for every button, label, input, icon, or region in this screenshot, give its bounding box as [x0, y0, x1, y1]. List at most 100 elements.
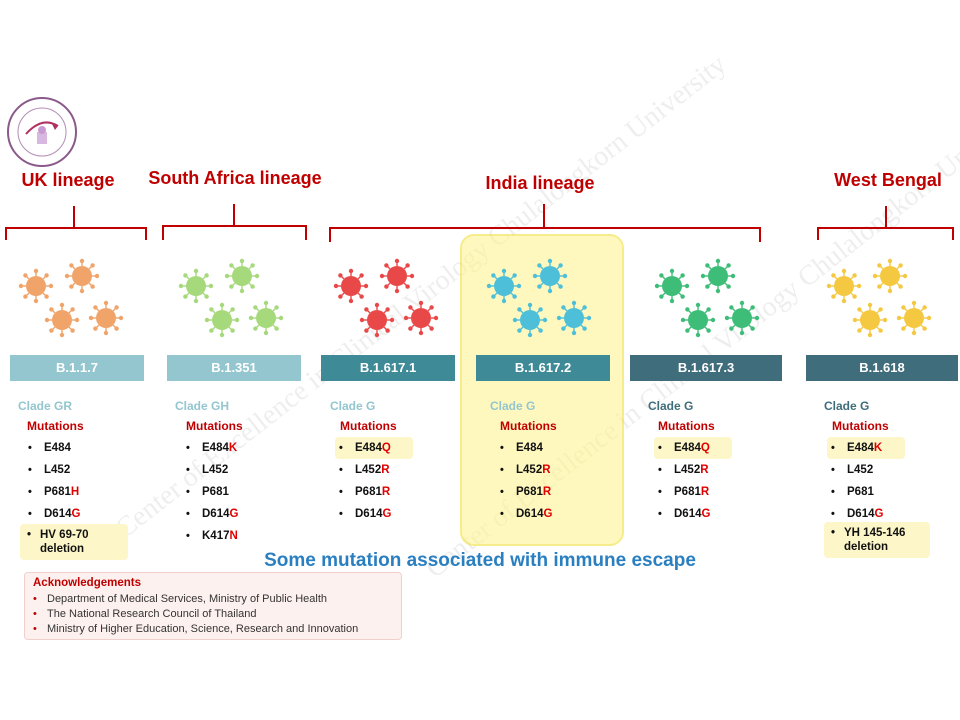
mutation-position: L452	[202, 464, 229, 476]
mutation-item: L452R	[654, 459, 732, 481]
brace-west-bengal	[817, 206, 954, 240]
lineage-title-west-bengal: West Bengal	[834, 170, 942, 190]
deletion-line: YH 145-146	[844, 527, 906, 539]
virus-particle-icon	[872, 258, 908, 294]
lineage-title-india: India lineage	[485, 173, 595, 193]
virus-particle-icon	[403, 300, 439, 336]
mutations-heading: Mutations	[27, 419, 84, 433]
mutations-heading: Mutations	[500, 419, 557, 433]
clade-b16173: Clade G	[648, 399, 694, 413]
mutation-substitution: Q	[700, 442, 710, 454]
brace-india	[329, 204, 761, 242]
brace-south-africa	[162, 204, 307, 240]
mutation-item: L452	[827, 459, 905, 481]
mutation-list-b16173: E484QL452RP681RD614G	[654, 437, 732, 525]
variant-label-b1351: B.1.351	[167, 355, 301, 381]
lineage-title-south-africa: South Africa lineage	[148, 168, 322, 188]
mutation-item: P681	[827, 481, 905, 503]
virus-particle-icon	[896, 300, 932, 336]
mutation-substitution: R	[700, 486, 710, 498]
mutation-item: E484K	[827, 437, 905, 459]
virus-particle-icon	[204, 302, 240, 338]
mutation-item: D614G	[496, 503, 552, 525]
mutation-position: D614	[847, 508, 875, 520]
mutation-substitution: K	[228, 442, 238, 454]
mutation-position: L452	[44, 464, 71, 476]
mutation-list-b16171: E484QL452RP681RD614G	[335, 437, 413, 525]
mutation-item: E484	[496, 437, 552, 459]
mutation-item: E484Q	[654, 437, 732, 459]
lineage-braces	[5, 204, 954, 242]
mutation-position: E484	[516, 442, 543, 454]
mutation-position: L452	[355, 464, 382, 476]
deletion-line: HV 69-70	[40, 529, 89, 541]
acknowledgements-title: Acknowledgements	[33, 577, 141, 589]
variant-label-b16171: B.1.617.1	[321, 355, 455, 381]
virus-cluster-b117	[18, 258, 124, 338]
clade-b16171: Clade G	[330, 399, 376, 413]
virus-particle-icon	[224, 258, 260, 294]
acknowledgement-item: The National Research Council of Thailan…	[33, 607, 358, 622]
mutation-substitution: R	[700, 464, 709, 476]
virus-particle-icon	[88, 300, 124, 336]
mutation-position: E484	[847, 442, 874, 454]
mutation-position: P681	[44, 486, 71, 498]
variant-label-b16172: B.1.617.2	[476, 355, 610, 381]
virus-cluster-b1351	[178, 258, 284, 338]
virus-particle-icon	[724, 300, 760, 336]
mutation-item: E484	[24, 437, 80, 459]
mutation-item: E484Q	[335, 437, 413, 459]
virus-particle-icon	[333, 268, 369, 304]
variant-label-b117: B.1.1.7	[10, 355, 144, 381]
mutation-item: D614G	[654, 503, 732, 525]
clade-b1618: Clade G	[824, 399, 870, 413]
mutation-item: D614G	[827, 503, 905, 525]
mutation-position: D614	[355, 508, 383, 520]
mutation-position: P681	[674, 486, 701, 498]
mutation-position: P681	[355, 486, 382, 498]
mutation-item: L452	[182, 459, 238, 481]
mutation-substitution: H	[70, 486, 80, 498]
deletion-note-b117: HV 69-70 deletion	[20, 524, 128, 560]
virus-particle-icon	[680, 302, 716, 338]
mutation-substitution: G	[701, 508, 711, 520]
virus-particle-icon	[379, 258, 415, 294]
mutation-list-b1618: E484K L452 P681 D614G	[827, 437, 905, 525]
virus-cluster-b1618	[826, 258, 932, 338]
mutation-substitution: R	[381, 464, 390, 476]
virus-cluster-b16172	[486, 258, 592, 338]
virus-particle-icon	[178, 268, 214, 304]
mutation-position: E484	[674, 442, 701, 454]
mutation-list-b1351: E484KL452P681D614GK417N	[182, 437, 238, 547]
acknowledgement-item: Department of Medical Services, Ministry…	[33, 592, 358, 607]
mutation-position: P681	[202, 486, 229, 498]
virus-cluster-b16171	[333, 258, 439, 338]
mutation-item: D614G	[24, 503, 80, 525]
virus-particle-icon	[700, 258, 736, 294]
virus-cluster-b16173	[654, 258, 760, 338]
brace-uk	[5, 206, 147, 240]
mutation-position: E484	[202, 442, 229, 454]
acknowledgement-item: Ministry of Higher Education, Science, R…	[33, 622, 358, 637]
virus-particle-icon	[532, 258, 568, 294]
mutation-position: D614	[674, 508, 702, 520]
virus-particle-icon	[64, 258, 100, 294]
center-of-excellence-seal-icon	[7, 97, 77, 167]
immune-escape-caption: Some mutation associated with immune esc…	[264, 550, 696, 571]
mutation-substitution: Q	[381, 442, 391, 454]
virus-particle-icon	[486, 268, 522, 304]
mutation-position: L452	[847, 464, 874, 476]
mutation-list-b117: E484 L452 P681H D614G	[24, 437, 80, 525]
virus-particle-icon	[556, 300, 592, 336]
mutation-substitution: R	[542, 486, 552, 498]
clade-b117: Clade GR	[18, 399, 73, 413]
mutation-substitution: G	[382, 508, 392, 520]
virus-particle-icon	[654, 268, 690, 304]
mutation-position: D614	[202, 508, 230, 520]
mutations-heading: Mutations	[832, 419, 889, 433]
mutation-position: P681	[516, 486, 543, 498]
virus-particle-icon	[18, 268, 54, 304]
mutation-substitution: R	[542, 464, 551, 476]
virus-particle-icon	[359, 302, 395, 338]
mutation-position: E484	[44, 442, 71, 454]
